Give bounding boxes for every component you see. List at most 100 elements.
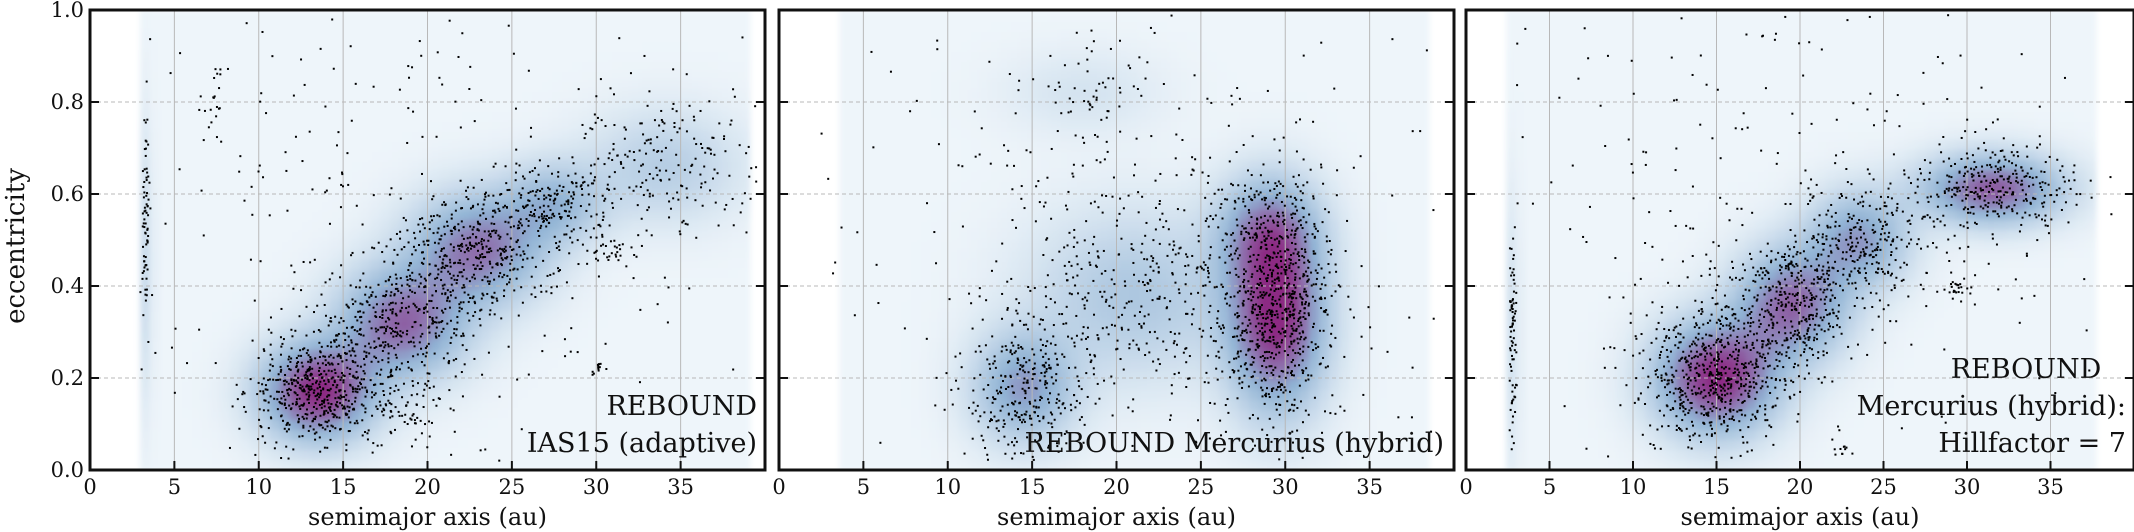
data-point [1235,357,1238,360]
data-point [1734,348,1737,351]
data-point [321,376,324,379]
data-point [1776,397,1779,400]
data-point [1336,169,1339,172]
data-point [1259,371,1262,374]
data-point [1257,305,1260,308]
data-point [215,136,218,139]
data-point [1028,414,1031,417]
data-point [453,227,456,230]
data-point [1283,350,1286,353]
data-point [1245,328,1248,331]
data-point [1718,417,1721,420]
data-point [214,362,217,365]
data-point [712,136,715,139]
data-point [403,421,406,424]
data-point [739,211,742,214]
data-point [422,311,425,314]
data-point [1288,264,1291,267]
data-point [343,374,346,377]
data-point [1275,353,1278,356]
data-point [1817,351,1820,354]
data-point [437,242,440,245]
data-point [572,228,575,231]
data-point [1042,205,1045,208]
data-point [1263,402,1266,405]
data-point [571,297,574,300]
data-point [1735,380,1738,383]
data-point [1287,248,1290,251]
data-point [521,187,524,190]
data-point [1257,313,1260,316]
data-point [271,55,274,58]
data-point [420,261,423,264]
data-point [1302,369,1305,372]
data-point [626,155,629,158]
data-point [399,197,402,200]
data-point [1827,266,1830,269]
data-point [1236,312,1239,315]
data-point [263,349,266,352]
data-point [675,153,678,156]
data-point [1275,408,1278,411]
data-point [458,259,461,262]
data-point [388,303,391,306]
data-point [1132,248,1135,251]
y-tick-label: 0.2 [51,366,84,390]
data-point [1022,323,1025,326]
data-point [1257,322,1260,325]
data-point [1241,225,1244,228]
data-point [1775,358,1778,361]
data-point [1047,421,1050,424]
data-point [1756,411,1759,414]
data-point [436,214,439,217]
data-point [827,177,830,180]
data-point [1784,259,1787,262]
data-point [269,353,272,356]
data-point [1785,354,1788,357]
data-point [347,399,350,402]
data-point [1270,309,1273,312]
data-point [993,360,996,363]
data-point [1284,273,1287,276]
data-point [600,119,603,122]
data-point [1775,290,1778,293]
data-point [380,344,383,347]
data-point [301,378,304,381]
data-point [379,404,382,407]
data-point [1268,259,1271,262]
data-point [1889,182,1892,185]
data-point [1834,237,1837,240]
data-point [283,395,286,398]
data-point [467,300,470,303]
data-point [1290,374,1293,377]
data-point [1808,314,1811,317]
data-point [1297,266,1300,269]
data-point [1660,374,1663,377]
data-point [324,355,327,358]
data-point [1013,164,1016,167]
data-point [1213,192,1216,195]
data-point [588,203,591,206]
data-point [549,209,552,212]
data-point [319,380,322,383]
data-point [1808,336,1811,339]
data-point [1279,260,1282,263]
data-point [424,279,427,282]
data-point [1119,358,1122,361]
data-point [1812,246,1815,249]
data-point [1749,252,1752,255]
data-point [1781,316,1784,319]
data-point [392,262,395,265]
data-point [361,303,364,306]
annotation-line: IAS15 (adaptive) [527,428,757,459]
data-point [1252,295,1255,298]
annotation-line: REBOUND Mercurius (hybrid) [1025,428,1444,459]
data-point [1043,328,1046,331]
data-point [856,231,859,234]
data-point [1821,242,1824,245]
data-point [1515,351,1518,354]
data-point [412,341,415,344]
data-point [679,233,682,236]
data-point [1178,107,1181,110]
data-point [460,307,463,310]
